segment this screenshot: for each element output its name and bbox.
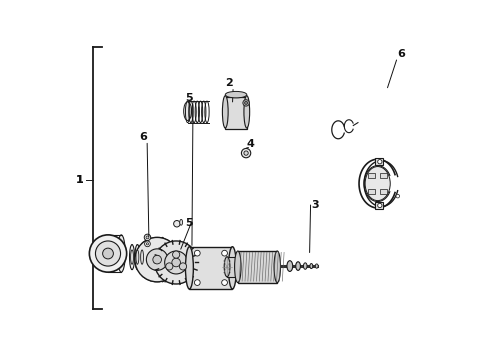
Ellipse shape	[135, 244, 140, 270]
Text: 1: 1	[75, 175, 83, 185]
Text: 1: 1	[75, 175, 83, 185]
Circle shape	[221, 250, 227, 256]
Bar	[380, 174, 388, 179]
Circle shape	[244, 151, 248, 155]
Text: 6: 6	[397, 49, 405, 59]
Bar	[238, 251, 277, 283]
Ellipse shape	[141, 250, 144, 264]
Circle shape	[172, 251, 180, 258]
Bar	[225, 97, 247, 129]
Ellipse shape	[140, 244, 145, 270]
Circle shape	[102, 248, 113, 259]
Ellipse shape	[235, 251, 241, 283]
Circle shape	[243, 100, 249, 106]
Text: 5: 5	[186, 93, 193, 103]
Bar	[375, 202, 383, 209]
Ellipse shape	[225, 91, 247, 98]
Ellipse shape	[186, 247, 194, 289]
Bar	[368, 174, 375, 179]
Ellipse shape	[160, 237, 166, 282]
Text: 3: 3	[311, 200, 318, 210]
Circle shape	[173, 221, 180, 227]
Circle shape	[146, 236, 149, 239]
Ellipse shape	[222, 96, 228, 128]
Circle shape	[135, 237, 179, 282]
Bar	[380, 189, 388, 194]
Circle shape	[166, 263, 173, 270]
Circle shape	[155, 241, 197, 284]
Ellipse shape	[136, 250, 139, 264]
Text: 4: 4	[246, 139, 254, 149]
Circle shape	[195, 280, 200, 285]
Ellipse shape	[131, 250, 133, 264]
Circle shape	[147, 249, 168, 270]
Ellipse shape	[274, 251, 280, 283]
Ellipse shape	[315, 264, 318, 268]
Ellipse shape	[228, 247, 236, 289]
Circle shape	[145, 241, 150, 247]
Ellipse shape	[303, 263, 307, 269]
Bar	[227, 257, 238, 277]
Circle shape	[96, 241, 121, 266]
Ellipse shape	[180, 220, 183, 225]
Text: 6: 6	[139, 132, 147, 142]
Circle shape	[179, 263, 187, 270]
Bar	[375, 158, 383, 165]
Ellipse shape	[310, 264, 313, 269]
Text: 5: 5	[186, 218, 193, 228]
Circle shape	[378, 203, 382, 208]
Circle shape	[242, 148, 251, 158]
Ellipse shape	[365, 167, 390, 201]
Ellipse shape	[117, 235, 125, 272]
Circle shape	[89, 235, 126, 272]
Ellipse shape	[287, 261, 293, 271]
Circle shape	[378, 159, 382, 164]
Ellipse shape	[184, 102, 192, 121]
Circle shape	[396, 194, 399, 198]
Circle shape	[144, 234, 151, 240]
Bar	[190, 247, 232, 289]
Circle shape	[245, 102, 247, 104]
Text: 2: 2	[225, 78, 233, 88]
Circle shape	[165, 251, 188, 274]
Ellipse shape	[224, 257, 230, 277]
Ellipse shape	[129, 244, 135, 270]
Circle shape	[153, 255, 161, 264]
Circle shape	[195, 250, 200, 256]
Ellipse shape	[244, 96, 250, 128]
Circle shape	[172, 258, 180, 267]
Bar	[368, 189, 375, 194]
Circle shape	[221, 280, 227, 285]
Ellipse shape	[296, 262, 300, 270]
